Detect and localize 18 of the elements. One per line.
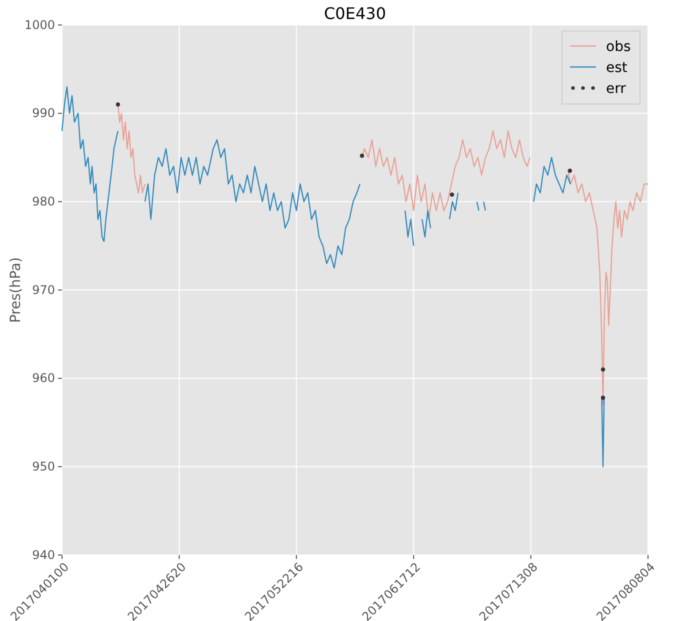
point — [600, 396, 606, 400]
chart-title: C0E430 — [324, 4, 386, 23]
point — [568, 168, 572, 173]
y-tick-label: 990 — [32, 106, 55, 120]
point — [450, 192, 454, 197]
y-tick-label: 1000 — [24, 18, 55, 32]
y-tick-label: 960 — [32, 371, 55, 386]
legend-label: err — [606, 81, 626, 97]
y-tick-label: 970 — [32, 282, 55, 297]
point — [360, 154, 364, 158]
legend-label: obs — [606, 39, 631, 55]
point — [116, 102, 120, 107]
legend-label: est — [606, 60, 628, 76]
point — [600, 367, 606, 372]
y-tick-label: 980 — [32, 194, 55, 209]
y-tick-label: 950 — [32, 460, 55, 474]
y-axis-title: Pres(hPa) — [8, 257, 24, 323]
y-tick-label: 940 — [32, 548, 55, 562]
